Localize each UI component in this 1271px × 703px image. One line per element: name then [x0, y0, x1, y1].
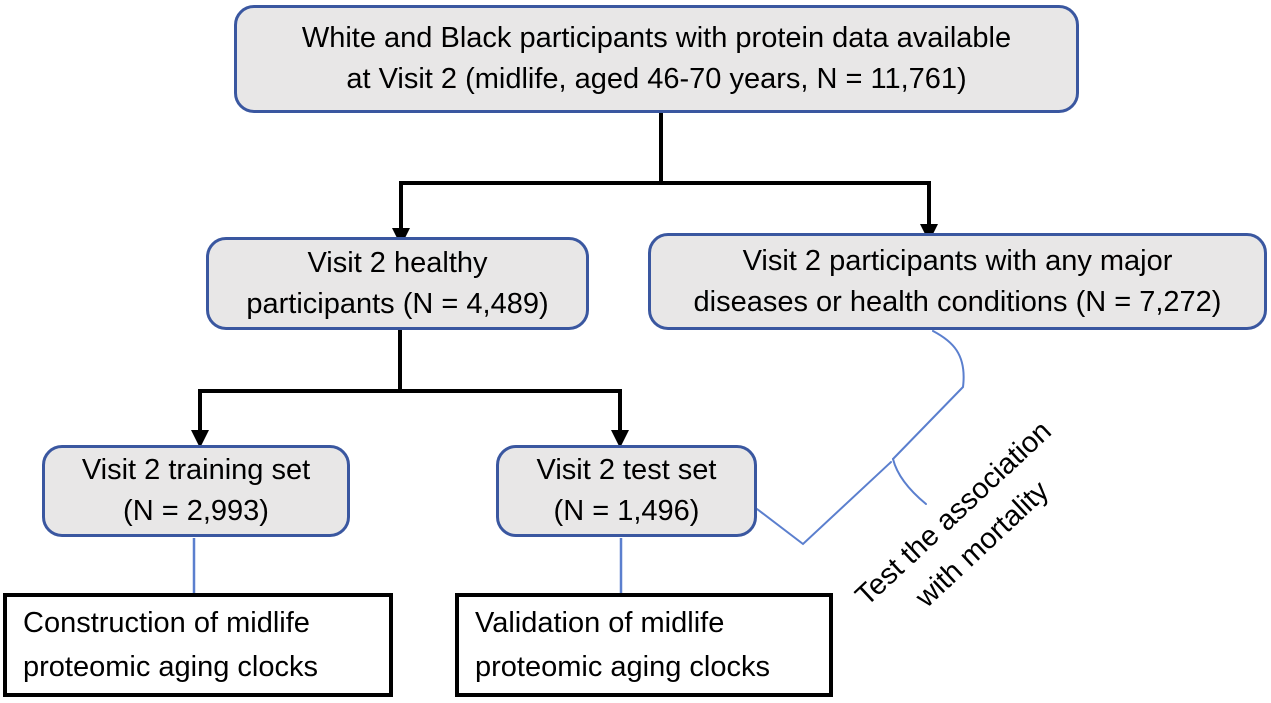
- node-population: White and Black participants with protei…: [234, 5, 1079, 113]
- node-diseased-line2: diseases or health conditions (N = 7,272…: [693, 285, 1222, 318]
- node-validation-line1: Validation of midlife: [475, 607, 725, 639]
- flow-arrows-level1: [399, 112, 931, 230]
- node-construction-line2: proteomic aging clocks: [23, 651, 318, 683]
- node-test-line1: Visit 2 test set: [536, 454, 717, 486]
- node-test-line2: (N = 1,496): [553, 495, 700, 527]
- node-construction: Construction of midlife proteomic aging …: [3, 593, 393, 697]
- node-diseased-line1: Visit 2 participants with any major: [742, 244, 1173, 277]
- annotation-mortality: Test the association with mortality: [816, 384, 1119, 675]
- node-population-line2: at Visit 2 (midlife, aged 46-70 years, N…: [346, 63, 967, 95]
- node-training-line1: Visit 2 training set: [81, 454, 311, 486]
- node-diseased: Visit 2 participants with any major dise…: [648, 233, 1267, 330]
- node-training: Visit 2 training set (N = 2,993): [42, 445, 350, 537]
- node-construction-line1: Construction of midlife: [23, 607, 310, 639]
- node-healthy-line1: Visit 2 healthy: [307, 246, 488, 279]
- blue-links: [192, 538, 623, 594]
- node-validation: Validation of midlife proteomic aging cl…: [455, 593, 833, 697]
- node-healthy: Visit 2 healthy participants (N = 4,489): [206, 237, 589, 330]
- node-training-line2: (N = 2,993): [123, 495, 269, 527]
- node-validation-line2: proteomic aging clocks: [475, 651, 770, 683]
- flow-arrows-level2: [198, 329, 622, 432]
- node-population-line1: White and Black participants with protei…: [301, 22, 1012, 54]
- node-healthy-line2: participants (N = 4,489): [246, 287, 549, 320]
- node-test: Visit 2 test set (N = 1,496): [496, 445, 757, 537]
